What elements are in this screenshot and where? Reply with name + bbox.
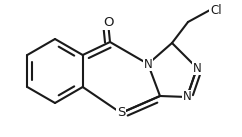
Text: O: O bbox=[103, 15, 113, 28]
Text: S: S bbox=[117, 106, 125, 119]
Text: N: N bbox=[193, 62, 201, 75]
Text: Cl: Cl bbox=[210, 4, 222, 16]
Text: N: N bbox=[144, 58, 152, 71]
Text: N: N bbox=[183, 91, 191, 103]
